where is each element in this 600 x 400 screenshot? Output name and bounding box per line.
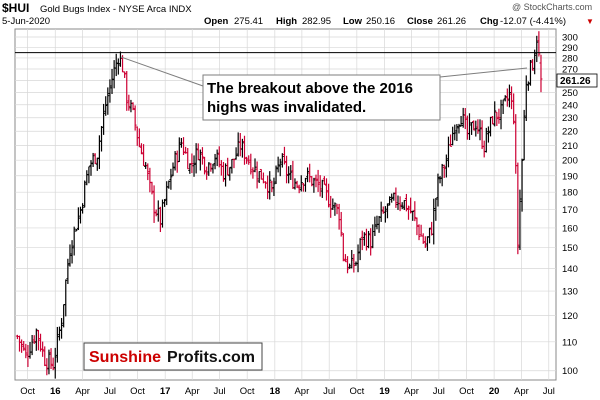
y-tick-label: 270 [562, 65, 578, 76]
last-price-value: 261.26 [560, 76, 591, 87]
y-tick-label: 240 [562, 100, 578, 111]
callout-line-2: highs was invalidated. [207, 99, 366, 116]
y-tick-label: 140 [562, 264, 578, 275]
y-tick-label: 110 [562, 337, 577, 348]
y-tick-label: 190 [562, 171, 578, 182]
x-tick-label: Oct [459, 386, 474, 397]
low-value: 250.16 [366, 16, 395, 27]
x-tick-label: 18 [270, 386, 281, 397]
y-tick-label: 290 [562, 43, 578, 54]
grid-lines [15, 29, 556, 380]
high-value: 282.95 [302, 16, 331, 27]
ohlc-bars [15, 31, 543, 379]
y-tick-label: 160 [562, 223, 578, 234]
open-label: Open [204, 16, 228, 27]
chg-label: Chg [480, 16, 499, 27]
y-tick-label: 130 [562, 287, 578, 298]
logo-sunshine: Sunshine [89, 349, 161, 366]
callout-line-1: The breakout above the 2016 [207, 80, 413, 97]
x-tick-label: Oct [240, 386, 255, 397]
x-tick-label: Oct [20, 386, 35, 397]
date-label: 5-Jun-2020 [2, 16, 50, 27]
x-tick-label: Oct [349, 386, 364, 397]
y-tick-label: 100 [562, 366, 578, 377]
x-tick-label: Jul [213, 386, 225, 397]
y-tick-label: 280 [562, 53, 578, 64]
close-label: Close [407, 16, 433, 27]
callout-pointer-left [120, 56, 204, 87]
sunshine-profits-logo: Sunshine Profits.com [83, 342, 263, 371]
x-tick-label: Apr [75, 386, 90, 397]
high-label: High [276, 16, 297, 27]
x-tick-label: Apr [404, 386, 419, 397]
chg-value: -12.07 (-4.41%) [500, 16, 566, 27]
x-tick-label: Jul [323, 386, 335, 397]
close-value: 261.26 [437, 16, 466, 27]
x-tick-label: Jul [433, 386, 445, 397]
y-tick-label: 210 [562, 141, 578, 152]
x-tick-label: 20 [489, 386, 500, 397]
y-tick-label: 250 [562, 88, 578, 99]
y-tick-label: 300 [562, 32, 578, 43]
x-tick-label: Oct [130, 386, 145, 397]
x-tick-label: 17 [160, 386, 171, 397]
x-tick-label: 19 [379, 386, 390, 397]
symbol-label: $HUI [2, 1, 29, 15]
x-axis: Oct 16 Apr Jul Oct 17 Apr Jul Oct 18 Apr Jul Oct 19 Ap… [20, 386, 555, 397]
low-label: Low [343, 16, 363, 27]
y-tick-label: 120 [562, 311, 578, 322]
y-tick-label: 180 [562, 188, 578, 199]
callout-pointer-right [439, 67, 528, 78]
x-tick-label: 16 [50, 386, 61, 397]
chg-down-arrow-icon: ▼ [586, 17, 594, 26]
index-name: Gold Bugs Index - NYSE Arca INDX [40, 4, 192, 15]
y-axis: 100 110 120 130 140 150 160 170 180 190 200 210 220 2… [562, 32, 578, 377]
x-tick-label: Jul [543, 386, 555, 397]
x-tick-label: Apr [514, 386, 529, 397]
y-tick-label: 220 [562, 127, 578, 138]
x-tick-label: Apr [294, 386, 309, 397]
x-tick-label: Apr [185, 386, 200, 397]
y-tick-label: 200 [562, 156, 578, 167]
logo-profits: Profits.com [167, 349, 255, 366]
y-tick-label: 230 [562, 113, 578, 124]
copyright: @ StockCharts.com [512, 2, 592, 12]
callout-box [202, 74, 441, 121]
x-tick-label: Jul [104, 386, 116, 397]
last-price-tag: 261.26 [556, 73, 598, 88]
y-tick-label: 170 [562, 205, 578, 216]
y-tick-label: 150 [562, 243, 578, 254]
open-value: 275.41 [234, 16, 263, 27]
